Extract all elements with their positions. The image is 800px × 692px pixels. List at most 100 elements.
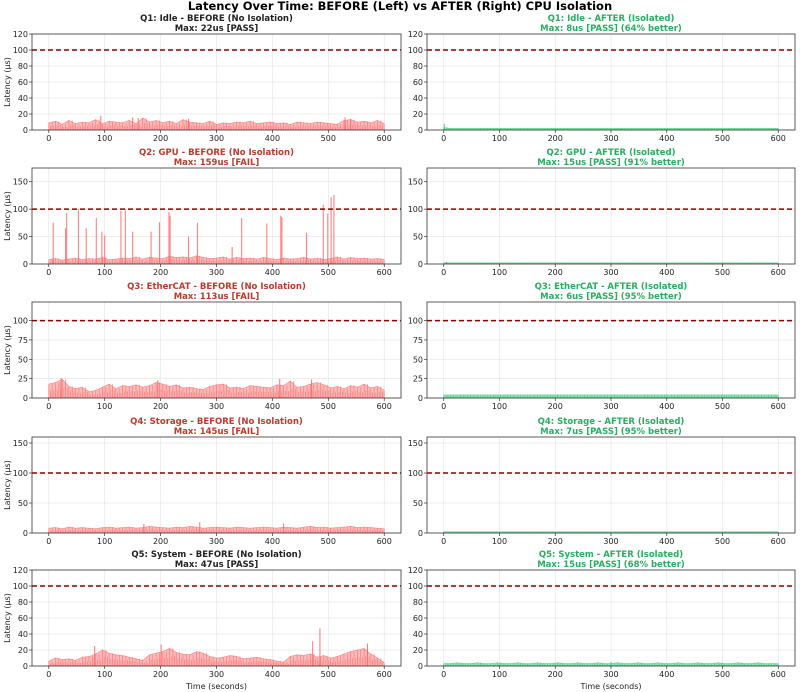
y-tick-label: 100 (408, 317, 423, 326)
x-tick-label: 0 (441, 670, 446, 679)
y-tick-label: 0 (23, 529, 28, 538)
x-tick-label: 100 (97, 134, 112, 143)
x-tick-label: 0 (46, 134, 51, 143)
x-tick-label: 100 (492, 268, 507, 277)
x-tick-label: 100 (97, 537, 112, 546)
x-tick-label: 500 (321, 134, 336, 143)
x-tick-label: 500 (321, 537, 336, 546)
y-tick-label: 100 (408, 205, 423, 214)
y-tick-label: 100 (13, 317, 28, 326)
y-tick-label: 150 (13, 178, 28, 187)
x-tick-label: 600 (771, 402, 786, 411)
y-tick-label: 0 (23, 126, 28, 135)
x-tick-label: 100 (97, 670, 112, 679)
x-tick-label: 600 (377, 537, 392, 546)
y-tick-label: 25 (18, 375, 28, 384)
panel-1-after: Q1: Idle - AFTER (Isolated)Max: 8us [PAS… (408, 14, 796, 143)
y-tick-label: 40 (18, 94, 28, 103)
y-tick-label: 0 (418, 529, 423, 538)
y-tick-label: 100 (408, 46, 423, 55)
panel-5-after: Q5: System - AFTER (Isolated)Max: 15us [… (408, 550, 796, 691)
y-tick-label: 120 (13, 566, 28, 575)
x-tick-label: 300 (209, 670, 224, 679)
x-tick-label: 100 (492, 537, 507, 546)
x-tick-label: 200 (548, 670, 563, 679)
y-tick-label: 20 (413, 646, 423, 655)
x-tick-label: 400 (659, 402, 674, 411)
x-tick-label: 500 (321, 402, 336, 411)
panel-3-before: Q3: EtherCAT - BEFORE (No Isolation)Max:… (3, 282, 402, 411)
panel-title: Q1: Idle - BEFORE (No Isolation) (140, 14, 293, 24)
x-tick-label: 500 (715, 670, 730, 679)
x-tick-label: 200 (548, 402, 563, 411)
panel-title: Q1: Idle - AFTER (Isolated) (548, 14, 675, 24)
x-tick-label: 0 (46, 268, 51, 277)
x-tick-label: 100 (492, 402, 507, 411)
panel-title: Q2: GPU - BEFORE (No Isolation) (139, 148, 294, 158)
panel-subtitle: Max: 15us [PASS] (91% better) (537, 158, 685, 168)
series-line (48, 379, 385, 393)
panel-subtitle: Max: 8us [PASS] (64% better) (540, 24, 682, 34)
x-tick-label: 200 (548, 134, 563, 143)
panel-subtitle: Max: 159us [FAIL] (174, 158, 260, 168)
y-tick-label: 100 (13, 582, 28, 591)
x-tick-label: 400 (265, 670, 280, 679)
y-tick-label: 0 (23, 662, 28, 671)
y-tick-label: 0 (418, 662, 423, 671)
x-tick-label: 100 (492, 670, 507, 679)
x-tick-label: 600 (771, 134, 786, 143)
y-tick-label: 50 (413, 233, 423, 242)
panel-5-before: Q5: System - BEFORE (No Isolation)Max: 4… (3, 550, 402, 691)
series-line (443, 127, 779, 129)
x-tick-label: 300 (209, 402, 224, 411)
y-tick-label: 60 (413, 78, 423, 87)
x-tick-label: 400 (265, 134, 280, 143)
panel-subtitle: Max: 113us [FAIL] (174, 292, 260, 302)
x-tick-label: 500 (715, 537, 730, 546)
x-tick-label: 200 (153, 134, 168, 143)
y-tick-label: 50 (18, 233, 28, 242)
x-tick-label: 200 (153, 268, 168, 277)
x-tick-label: 400 (265, 268, 280, 277)
x-tick-label: 0 (441, 537, 446, 546)
panel-subtitle: Max: 145us [FAIL] (174, 427, 260, 437)
y-tick-label: 0 (418, 260, 423, 269)
x-tick-label: 600 (377, 670, 392, 679)
x-tick-label: 300 (603, 134, 618, 143)
x-tick-label: 0 (441, 268, 446, 277)
x-tick-label: 300 (603, 537, 618, 546)
panel-title: Q5: System - AFTER (Isolated) (539, 550, 683, 560)
x-tick-label: 400 (659, 268, 674, 277)
x-tick-label: 600 (377, 134, 392, 143)
y-tick-label: 75 (413, 336, 423, 345)
x-tick-label: 400 (659, 670, 674, 679)
y-tick-label: 60 (18, 614, 28, 623)
x-tick-label: 0 (441, 402, 446, 411)
x-axis-label: Time (seconds) (185, 682, 247, 691)
x-tick-label: 600 (771, 537, 786, 546)
x-tick-label: 300 (209, 134, 224, 143)
y-tick-label: 50 (18, 355, 28, 364)
y-tick-label: 0 (23, 394, 28, 403)
x-tick-label: 500 (321, 268, 336, 277)
x-tick-label: 0 (441, 134, 446, 143)
x-tick-label: 100 (97, 268, 112, 277)
x-tick-label: 400 (265, 537, 280, 546)
y-tick-label: 100 (408, 469, 423, 478)
x-axis-label: Time (seconds) (579, 682, 641, 691)
panel-3-after: Q3: EtherCAT - AFTER (Isolated)Max: 6us … (408, 282, 796, 411)
panel-4-after: Q4: Storage - AFTER (Isolated)Max: 7us [… (408, 417, 796, 546)
x-tick-label: 100 (492, 134, 507, 143)
x-tick-label: 200 (548, 268, 563, 277)
x-tick-label: 500 (321, 670, 336, 679)
y-tick-label: 40 (413, 94, 423, 103)
x-tick-label: 300 (209, 537, 224, 546)
x-tick-label: 600 (377, 402, 392, 411)
y-tick-label: 75 (18, 336, 28, 345)
panel-subtitle: Max: 22us [PASS] (175, 24, 259, 34)
y-tick-label: 150 (408, 439, 423, 448)
panel-2-after: Q2: GPU - AFTER (Isolated)Max: 15us [PAS… (408, 148, 796, 277)
y-tick-label: 100 (13, 46, 28, 55)
x-tick-label: 300 (603, 268, 618, 277)
x-tick-label: 500 (715, 268, 730, 277)
